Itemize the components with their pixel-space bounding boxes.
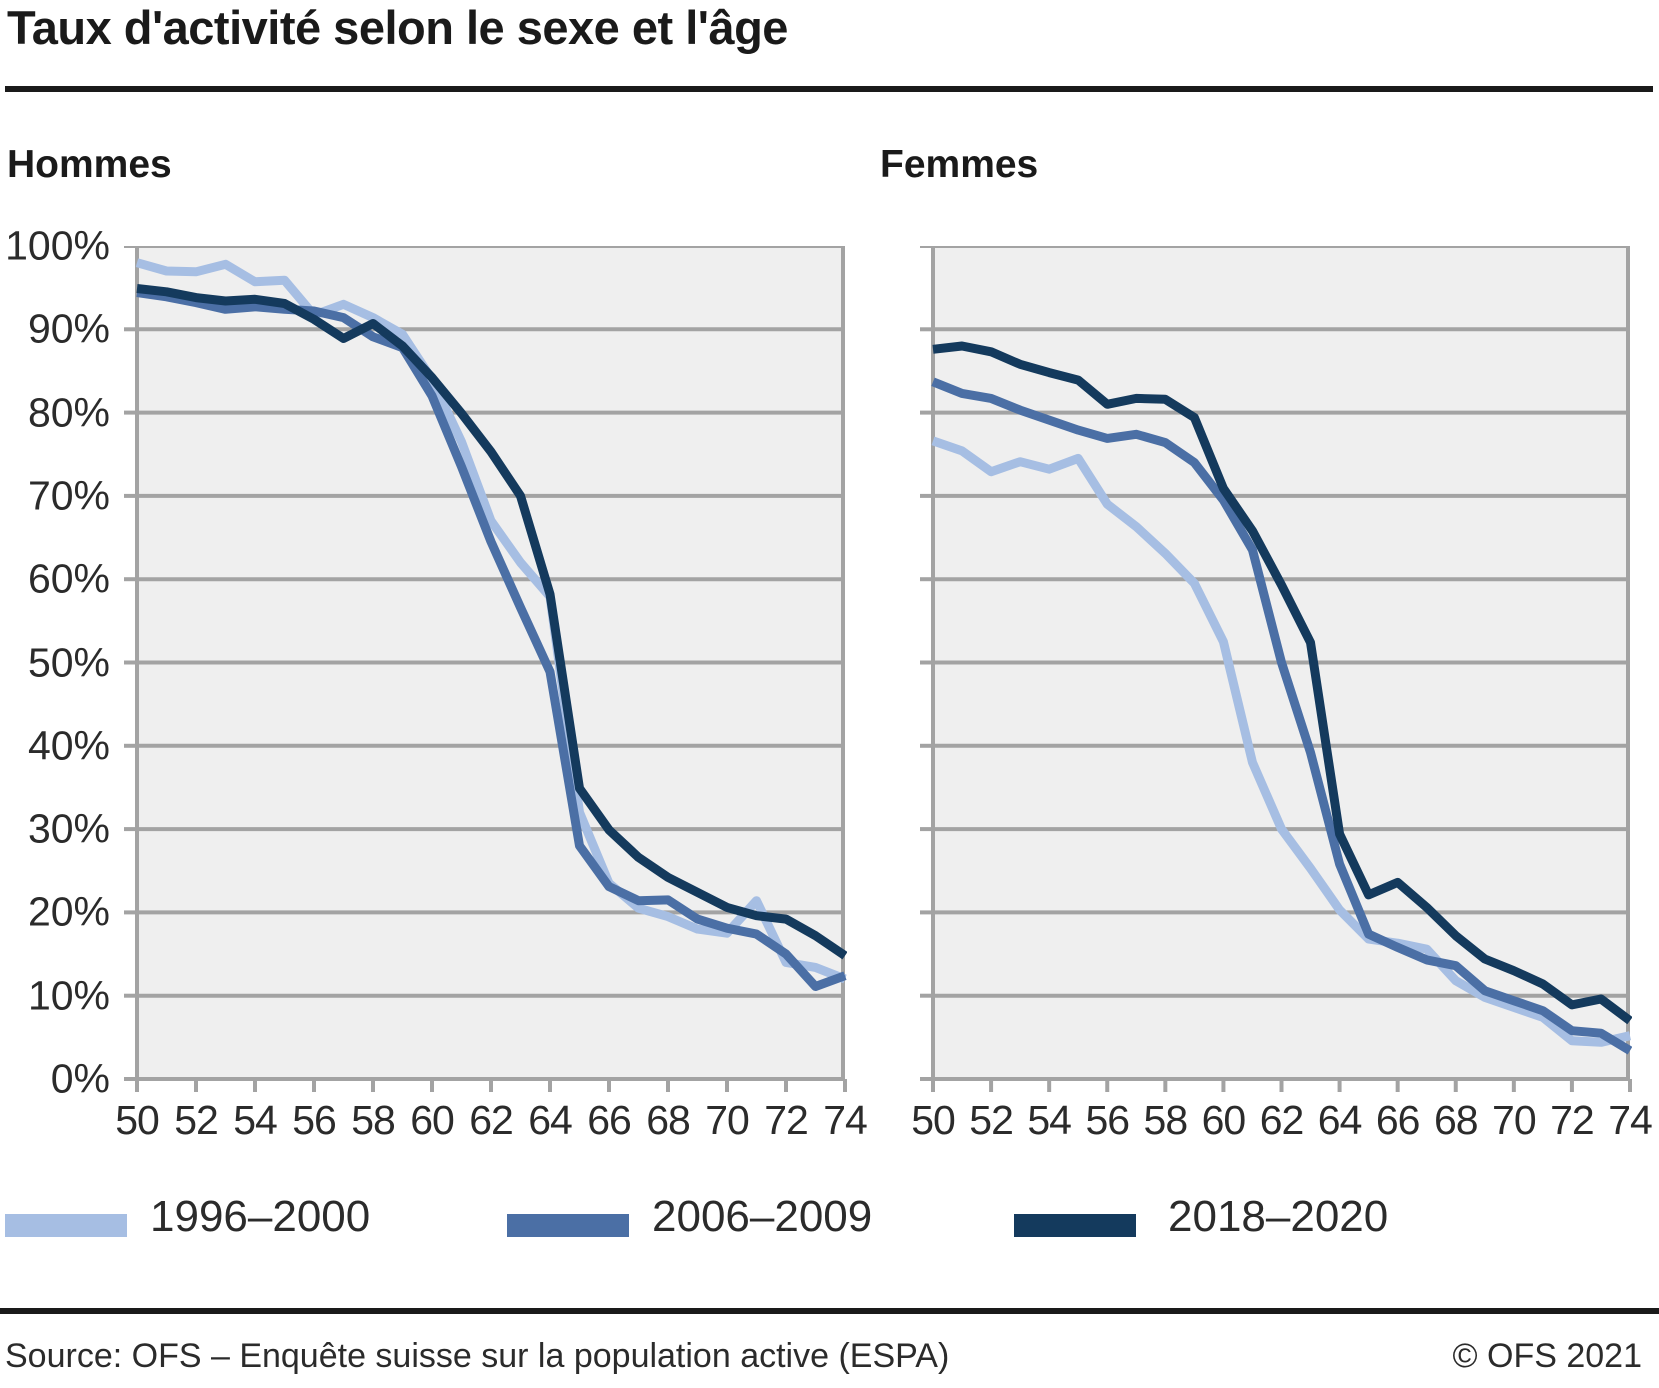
legend-swatch-2018-2020 <box>1014 1214 1136 1237</box>
series-line-1996-2000 <box>135 258 847 984</box>
x-axis-labels-hommes: 50 52 54 56 58 60 62 64 66 68 70 72 74 <box>115 1097 868 1147</box>
x-tick-label: 60 <box>1201 1097 1247 1143</box>
x-tick-label: 52 <box>969 1097 1014 1143</box>
footer-copyright: © OFS 2021 <box>1452 1337 1642 1375</box>
legend-label-2006-2009: 2006–2009 <box>652 1192 873 1241</box>
footer-rule <box>0 1308 1659 1314</box>
y-tick-label: 80% <box>27 389 110 436</box>
y-tick-label: 90% <box>27 305 110 352</box>
legend-swatch-2006-2009 <box>507 1214 629 1237</box>
x-tick-label: 74 <box>823 1097 868 1143</box>
y-tick-label: 40% <box>27 722 110 769</box>
legend-label-2018-2020: 2018–2020 <box>1168 1192 1389 1241</box>
x-tick-label: 56 <box>1085 1097 1130 1143</box>
x-tick-label: 74 <box>1608 1097 1653 1143</box>
x-tick-label: 72 <box>1550 1097 1595 1143</box>
chart-hommes-plot <box>124 246 847 1092</box>
y-tick-label: 100% <box>5 222 110 269</box>
x-axis-labels-femmes: 50 52 54 56 58 60 62 64 66 68 70 72 74 <box>911 1097 1653 1147</box>
x-tick-label: 58 <box>1143 1097 1189 1143</box>
x-tick-label: 64 <box>1317 1097 1363 1143</box>
legend: 1996–2000 2006–2009 2018–2020 <box>0 1192 1659 1252</box>
series-line-1996-2000 <box>931 436 1631 1047</box>
y-axis-labels: 100% 90% 80% 70% 60% 50% 40% 30% 20% 10% 0% <box>0 223 112 1102</box>
x-tick-label: 68 <box>1433 1097 1479 1143</box>
x-tick-label: 62 <box>1259 1097 1305 1143</box>
x-tick-label: 60 <box>410 1097 455 1143</box>
x-tick-label: 54 <box>1027 1097 1072 1143</box>
y-tick-label: 30% <box>27 805 110 852</box>
y-tick-label: 20% <box>27 888 110 935</box>
x-tick-label: 56 <box>292 1097 337 1143</box>
series-line-2018-2020 <box>136 284 847 960</box>
chart-femmes-plot <box>920 246 1632 1092</box>
x-tick-label: 68 <box>646 1097 691 1143</box>
x-tick-label: 58 <box>351 1097 396 1143</box>
x-tick-label: 70 <box>1492 1097 1537 1143</box>
title-rule <box>5 86 1653 92</box>
x-tick-label: 50 <box>115 1097 160 1143</box>
page-title: Taux d'activité selon le sexe et l'âge <box>7 1 788 54</box>
x-tick-label: 62 <box>469 1097 514 1143</box>
x-tick-label: 70 <box>705 1097 750 1143</box>
footer-source: Source: OFS – Enquête suisse sur la popu… <box>5 1337 950 1375</box>
x-tick-label: 52 <box>174 1097 219 1143</box>
series-line-2006-2009 <box>136 288 847 991</box>
y-tick-label: 10% <box>27 972 110 1019</box>
x-tick-label: 54 <box>233 1097 278 1143</box>
x-tick-label: 72 <box>764 1097 809 1143</box>
x-tick-label: 66 <box>587 1097 632 1143</box>
y-tick-label: 70% <box>27 472 110 519</box>
series-line-2018-2020 <box>932 341 1632 1025</box>
legend-label-1996-2000: 1996–2000 <box>150 1192 371 1241</box>
x-tick-label: 50 <box>911 1097 956 1143</box>
series-line-2006-2009 <box>931 377 1632 1055</box>
y-tick-label: 50% <box>27 639 110 685</box>
chart-title-femmes: Femmes <box>880 143 1039 186</box>
y-tick-label: 0% <box>50 1055 110 1102</box>
x-tick-label: 64 <box>528 1097 573 1143</box>
legend-swatch-1996-2000 <box>5 1214 127 1237</box>
chart-title-hommes: Hommes <box>7 143 172 186</box>
y-tick-label: 60% <box>27 555 110 602</box>
x-tick-label: 66 <box>1375 1097 1421 1143</box>
